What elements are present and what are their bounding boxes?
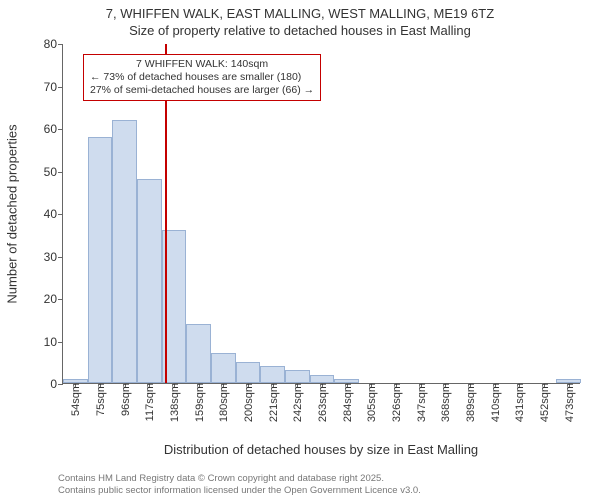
xtick-label: 54sqm (68, 383, 82, 416)
y-axis-label: Number of detached properties (5, 124, 20, 303)
annotation-line: 27% of semi-detached houses are larger (… (90, 84, 314, 97)
xtick-label: 221sqm (266, 383, 280, 422)
xtick-label: 431sqm (512, 383, 526, 422)
xtick-label: 180sqm (216, 383, 230, 422)
histogram-bar (186, 324, 211, 384)
xtick-label: 242sqm (290, 383, 304, 422)
xtick-label: 410sqm (488, 383, 502, 422)
xtick-label: 473sqm (562, 383, 576, 422)
histogram-bar (112, 120, 137, 384)
ytick-label: 0 (50, 377, 63, 391)
title-line-1: 7, WHIFFEN WALK, EAST MALLING, WEST MALL… (0, 6, 600, 23)
ytick-label: 20 (44, 292, 63, 306)
chart-title: 7, WHIFFEN WALK, EAST MALLING, WEST MALL… (0, 6, 600, 40)
xtick-label: 347sqm (414, 383, 428, 422)
xtick-label: 117sqm (142, 383, 156, 421)
xtick-label: 305sqm (364, 383, 378, 422)
xtick-label: 263sqm (315, 383, 329, 422)
xtick-label: 138sqm (167, 383, 181, 422)
xtick-label: 326sqm (389, 383, 403, 422)
histogram-bar (88, 137, 113, 384)
xtick-label: 159sqm (192, 383, 206, 422)
footer-line-2: Contains public sector information licen… (58, 485, 421, 496)
ytick-label: 70 (44, 80, 63, 94)
xtick-label: 75sqm (93, 383, 107, 416)
ytick-label: 60 (44, 122, 63, 136)
xtick-label: 452sqm (537, 383, 551, 422)
xtick-label: 368sqm (438, 383, 452, 422)
ytick-label: 40 (44, 207, 63, 221)
xtick-label: 200sqm (241, 383, 255, 422)
xtick-label: 96sqm (118, 383, 132, 416)
footer-note: Contains HM Land Registry data © Crown c… (58, 473, 421, 496)
histogram-bar (310, 375, 335, 384)
ytick-label: 50 (44, 165, 63, 179)
histogram-bar (137, 179, 162, 383)
ytick-label: 80 (44, 37, 63, 51)
ytick-label: 30 (44, 250, 63, 264)
xtick-label: 389sqm (463, 383, 477, 422)
histogram-bar (285, 370, 310, 383)
histogram-bar (236, 362, 261, 383)
histogram-bar (211, 353, 236, 383)
x-axis-label: Distribution of detached houses by size … (62, 442, 580, 457)
plot-area: 0102030405060708054sqm75sqm96sqm117sqm13… (62, 44, 580, 384)
chart-container: 7, WHIFFEN WALK, EAST MALLING, WEST MALL… (0, 0, 600, 500)
ytick-label: 10 (44, 335, 63, 349)
annotation-box: 7 WHIFFEN WALK: 140sqm← 73% of detached … (83, 54, 321, 101)
annotation-line: 7 WHIFFEN WALK: 140sqm (90, 58, 314, 71)
xtick-label: 284sqm (340, 383, 354, 422)
histogram-bar (260, 366, 285, 383)
title-line-2: Size of property relative to detached ho… (0, 23, 600, 40)
footer-line-1: Contains HM Land Registry data © Crown c… (58, 473, 421, 484)
annotation-line: ← 73% of detached houses are smaller (18… (90, 71, 314, 84)
